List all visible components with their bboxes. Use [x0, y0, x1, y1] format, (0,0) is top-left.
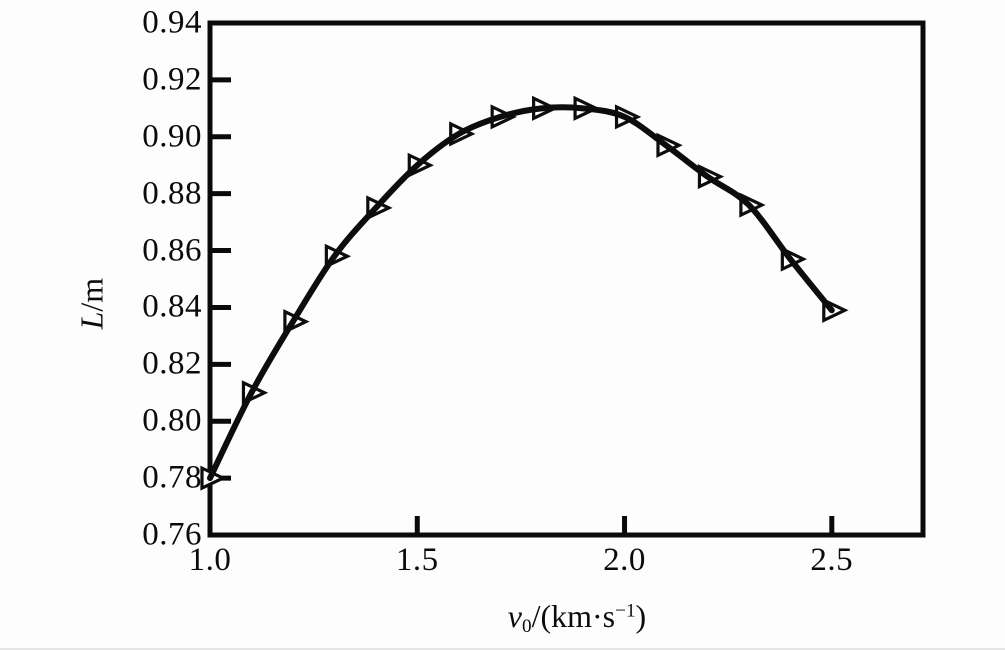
y-tick-label: 0.88 [142, 175, 202, 212]
y-tick-label: 0.84 [142, 288, 202, 325]
y-tick-label: 0.92 [142, 61, 202, 98]
y-tick-label: 0.86 [142, 232, 202, 269]
y-tick-label: 0.82 [142, 345, 202, 382]
x-axis-unit-exponent: −1 [615, 600, 636, 622]
x-axis-variable-subscript: 0 [521, 615, 532, 637]
x-tick-label: 2.0 [603, 542, 646, 578]
y-tick-label: 0.90 [142, 118, 202, 155]
plot-border [207, 20, 926, 538]
x-axis-variable: v [507, 598, 522, 634]
y-tick-label: 0.76 [142, 516, 202, 553]
y-axis-unit: /m [73, 277, 110, 312]
screen-bottom-edge [0, 648, 1005, 650]
x-tick-label: 1.5 [395, 542, 439, 578]
x-tick-label: 2.5 [810, 542, 854, 578]
y-axis-variable: L [73, 311, 110, 330]
x-tick-label: 1.0 [188, 542, 232, 578]
y-tick-label: 0.78 [142, 459, 202, 496]
data-curve [207, 104, 835, 482]
y-tick-label: 0.80 [142, 402, 202, 439]
y-axis-title: L/m [73, 254, 110, 354]
x-axis-unit-close: ) [635, 598, 647, 634]
y-tick-label: 0.94 [142, 4, 202, 41]
x-axis-unit: /(km·s [531, 598, 616, 634]
x-axis-title: v0/(km·s−1) [427, 598, 727, 637]
